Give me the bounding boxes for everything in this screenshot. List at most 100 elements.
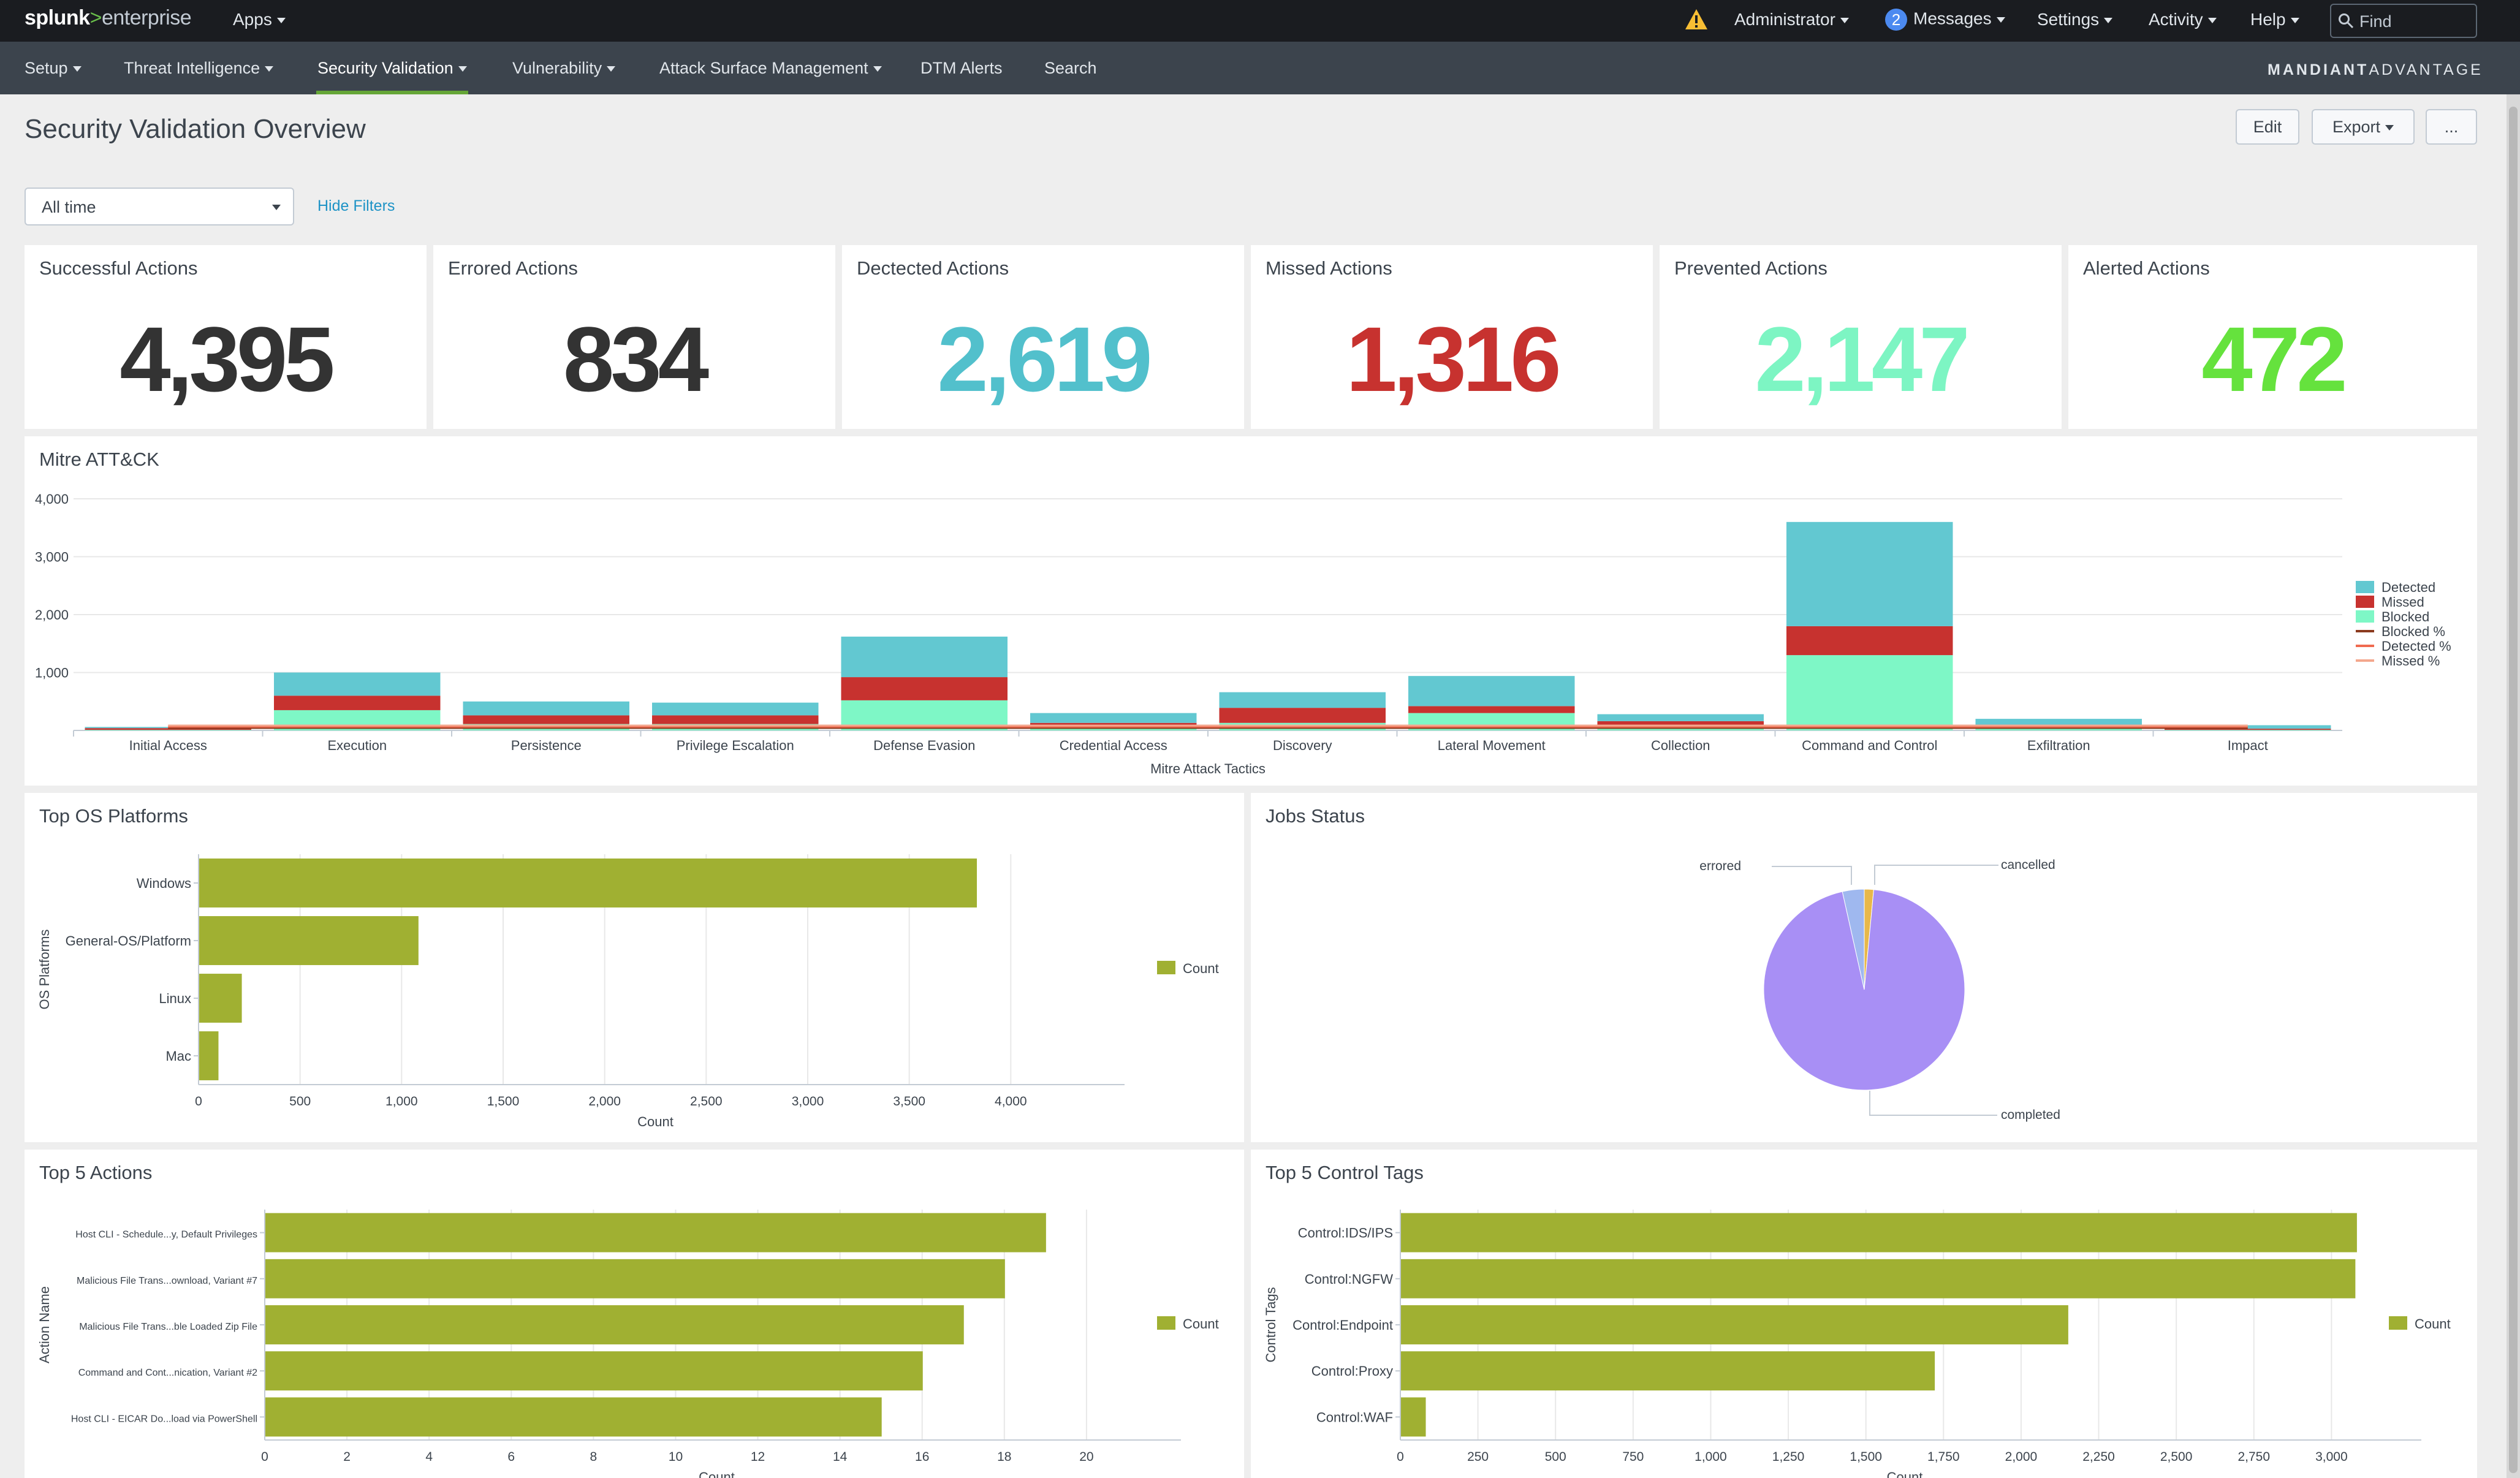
kpi-value: 834 [563,308,709,411]
y-axis-label: OS Platforms [37,930,52,1010]
mitre-attack-panel: Mitre ATT&CK 1,000 2,000 3,000 4,000 Initial… [25,436,2477,786]
top-os-platforms-panel: Top OS Platforms 0 500 1,000 1,500 2,000 2,50… [25,793,1244,1142]
x-axis-label: Count [637,1114,674,1129]
nav-attack-surface-management[interactable]: Attack Surface Management [659,59,882,78]
search-icon [2339,13,2354,29]
x-tick-label: 0 [261,1450,268,1464]
messages-menu[interactable]: 2 Messages [1885,9,2005,31]
x-tick-label: Collection [1651,738,1710,753]
bar-detected-lateral-movement [1408,676,1575,707]
bar-missed-lateral-movement [1408,706,1575,713]
apps-menu[interactable]: Apps [233,10,286,29]
x-tick-label: 500 [1545,1450,1566,1464]
chevron-down-icon [458,66,467,72]
bar-control-ngfw [1401,1259,2356,1298]
more-actions-button[interactable]: ... [2426,109,2477,145]
x-tick-label: 2,000 [588,1094,621,1108]
chevron-down-icon [2207,18,2217,24]
x-tick-label: 2,250 [2082,1450,2115,1464]
nav-search[interactable]: Search [1044,59,1097,77]
bar-mac [199,1031,219,1080]
y-axis-label: Control Tags [1263,1287,1278,1362]
nav-dtm-alerts[interactable]: DTM Alerts [920,59,1003,77]
edit-button[interactable]: Edit [2236,109,2299,145]
x-tick-label: Privilege Escalation [677,738,794,753]
x-tick-label: Impact [2228,738,2268,753]
x-tick-label: 2,500 [690,1094,723,1108]
panel-title: Jobs Status [1266,805,1365,827]
kpi-label: Errored Actions [448,257,578,279]
bar-host-cli-eicar-do-load-via-powershell [265,1397,882,1437]
x-tick-label: 12 [751,1450,765,1464]
chevron-down-icon [72,66,82,72]
bar-missed-initial-access [85,728,251,730]
x-tick-label: 1,750 [1927,1450,1960,1464]
category-label: Mac [165,1048,191,1064]
x-tick-label: 250 [1467,1450,1489,1464]
hide-filters-link[interactable]: Hide Filters [317,197,395,214]
x-tick-label: 14 [833,1450,848,1464]
legend-label-detected: Detected [2381,580,2435,595]
category-label: Malicious File Trans...ble Loaded Zip Fi… [79,1322,257,1332]
page-scrollbar[interactable] [2507,94,2520,1478]
kpi-label: Missed Actions [1266,257,1392,279]
mandiant-advantage-logo: MANDIANTADVANTAGE [2268,61,2483,78]
page-title: Security Validation Overview [25,114,366,144]
help-menu[interactable]: Help [2250,10,2299,29]
category-label: Control:IDS/IPS [1298,1226,1393,1241]
kpi-detected-actions: Dectected Actions 2,619 [842,245,1244,429]
legend-label-detected: Detected % [2381,639,2451,654]
x-tick-label: 1,000 [385,1094,418,1108]
top-os-platforms-chart: 0 500 1,000 1,500 2,000 2,500 3,000 3,500 4,000 W… [37,854,1219,1129]
x-tick-label: 0 [1397,1450,1404,1464]
x-tick-label: 4,000 [995,1094,1027,1108]
nav-vulnerability[interactable]: Vulnerability [512,59,616,78]
nav-security-validation[interactable]: Security Validation [317,59,467,78]
legend-label-missed: Missed % [2381,653,2440,669]
bar-command-and-cont-nication-variant-2 [265,1351,923,1391]
splunk-logo[interactable]: splunk>enterprise [25,6,192,29]
category-label: Control:Endpoint [1292,1317,1393,1333]
messages-count-badge: 2 [1885,9,1907,31]
bar-blocked-exfiltration [1975,729,2142,730]
kpi-label: Prevented Actions [1674,257,1827,279]
export-button[interactable]: Export [2312,109,2415,145]
x-axis-label: Mitre Attack Tactics [1150,761,1266,776]
activity-menu[interactable]: Activity [2149,10,2217,29]
bar-missed-collection [1597,721,1764,726]
administrator-menu[interactable]: Administrator [1734,10,1849,29]
time-range-picker[interactable]: All time [25,188,294,225]
x-tick-label: 18 [997,1450,1011,1464]
nav-threat-intelligence[interactable]: Threat Intelligence [124,59,274,78]
find-input[interactable]: Find [2330,4,2477,38]
kpi-value: 1,316 [1346,308,1561,411]
chevron-down-icon [2290,18,2299,24]
bar-detected-command-and-control [1786,521,1953,626]
mitre-attack-chart: 1,000 2,000 3,000 4,000 Initial Access Execut… [35,491,2451,776]
legend-label-count: Count [2415,1316,2451,1332]
warning-icon[interactable] [1684,7,1709,32]
kpi-prevented-actions: Prevented Actions 2,147 [1660,245,2062,429]
x-tick-label: 2,000 [2005,1450,2038,1464]
nav-setup[interactable]: Setup [25,59,82,78]
kpi-value: 2,147 [1755,308,1970,411]
bar-control-ids-ips [1401,1213,2357,1253]
kpi-value: 4,395 [120,308,335,411]
x-tick-label: 2,500 [2160,1450,2193,1464]
category-label: Command and Cont...nication, Variant #2 [78,1368,257,1378]
chevron-down-icon [873,66,882,72]
y-axis-label: Action Name [37,1286,52,1363]
scrollbar-thumb[interactable] [2509,107,2518,1473]
x-tick-label: Command and Control [1802,738,1937,753]
bar-blocked-command-and-control [1786,655,1953,730]
pie-label-errored: errored [1699,859,1741,873]
x-tick-label: Credential Access [1060,738,1167,753]
bar-missed-persistence [463,715,629,724]
legend-label-missed: Missed [2381,594,2424,610]
pie-slice-errored [1842,889,1865,990]
top-5-control-tags-panel: Top 5 Control Tags 0 250 500 750 1,000 1,250 1… [1251,1150,2477,1478]
bar-general-os-platform [199,916,419,965]
category-label: Windows [137,876,191,891]
settings-menu[interactable]: Settings [2037,10,2113,29]
bar-malicious-file-trans-ble-loaded-zip-file [265,1305,964,1344]
